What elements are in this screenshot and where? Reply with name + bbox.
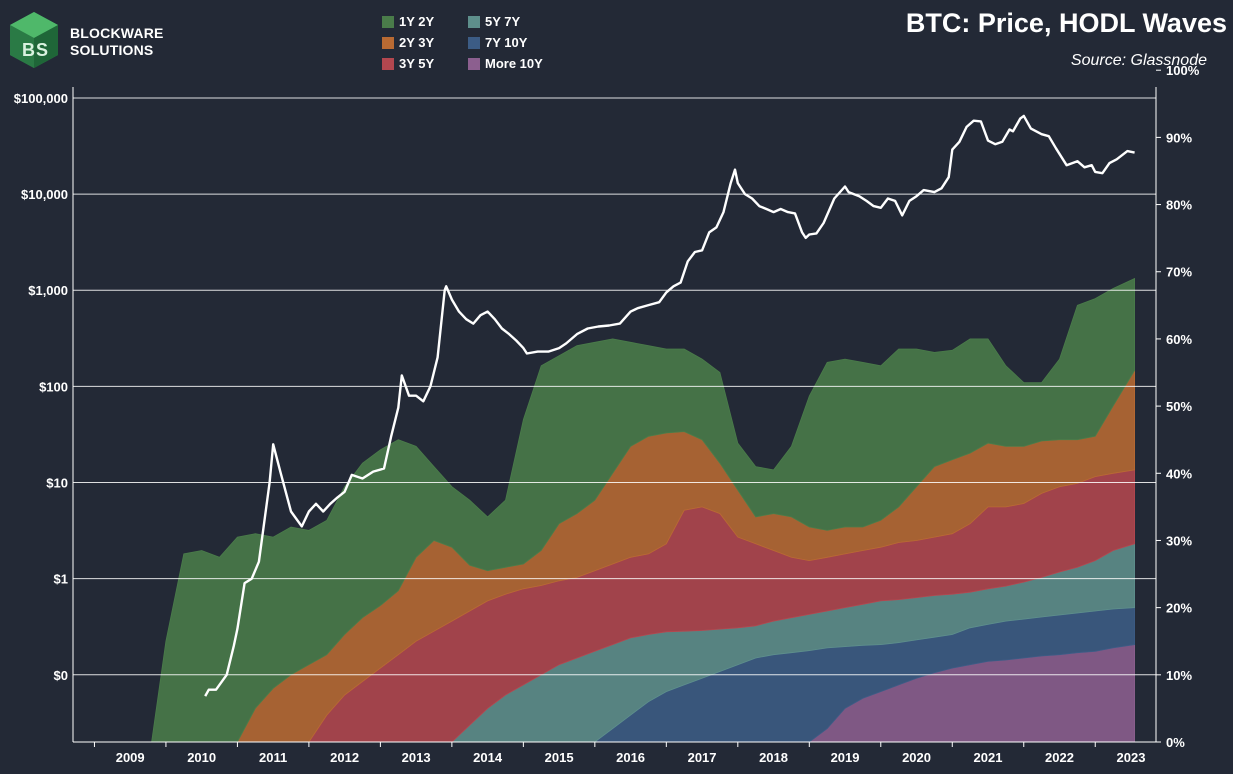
legend-label: 5Y 7Y bbox=[485, 14, 521, 29]
gridlines bbox=[73, 97, 1156, 676]
legend-item-7y-10y: 7Y 10Y bbox=[468, 35, 527, 50]
legend-swatch bbox=[382, 57, 394, 70]
y-right-tick-label: 10% bbox=[1166, 668, 1192, 683]
y-left-tick-label: $1 bbox=[54, 572, 68, 587]
x-tick-label: 2012 bbox=[330, 750, 359, 765]
x-tick-label: 2018 bbox=[759, 750, 788, 765]
y-right-tick-label: 30% bbox=[1166, 533, 1192, 548]
legend-item-5y-7y: 5Y 7Y bbox=[468, 14, 520, 29]
hodl-wave-areas bbox=[73, 277, 1135, 743]
y-right-tick-label: 40% bbox=[1166, 466, 1192, 481]
legend-label: 3Y 5Y bbox=[399, 56, 435, 71]
y-left-tick-label: $100 bbox=[39, 379, 68, 394]
legend-swatch bbox=[382, 15, 394, 28]
blockware-logo: B S BLOCKWARE SOLUTIONS bbox=[6, 10, 176, 74]
x-tick-label: 2023 bbox=[1117, 750, 1146, 765]
x-tick-label: 2014 bbox=[473, 750, 503, 765]
legend-label: 2Y 3Y bbox=[399, 35, 435, 50]
legend-label: 1Y 2Y bbox=[399, 14, 435, 29]
legend-item-more-10y: More 10Y bbox=[468, 56, 543, 71]
y-right-tick-label: 90% bbox=[1166, 130, 1192, 145]
x-tick-label: 2019 bbox=[831, 750, 860, 765]
legend-swatch bbox=[382, 36, 394, 49]
area-1y-2y bbox=[73, 277, 1135, 743]
x-tick-label: 2015 bbox=[545, 750, 574, 765]
axes: $100,000 $10,000 $1,000 $100 $10 $1 $0 100% 90% 8… bbox=[14, 63, 1200, 765]
svg-text:S: S bbox=[36, 40, 48, 60]
legend-item-1y-2y: 1Y 2Y bbox=[382, 14, 434, 29]
legend-label: 7Y 10Y bbox=[485, 35, 528, 50]
y-right-tick-label: 100% bbox=[1166, 63, 1200, 78]
btc-price-line bbox=[204, 114, 1135, 697]
y-right-tick-label: 50% bbox=[1166, 399, 1192, 414]
y-left-tick-label: $0 bbox=[54, 668, 68, 683]
y-right-tick-label: 70% bbox=[1166, 265, 1192, 280]
brand-line-2: SOLUTIONS bbox=[70, 42, 154, 58]
x-tick-label: 2021 bbox=[974, 750, 1003, 765]
x-tick-label: 2013 bbox=[402, 750, 431, 765]
y-left-tick-label: $1,000 bbox=[28, 283, 68, 298]
y-left-tick-label: $100,000 bbox=[14, 91, 68, 106]
x-tick-label: 2020 bbox=[902, 750, 931, 765]
x-tick-label: 2016 bbox=[616, 750, 645, 765]
x-tick-label: 2022 bbox=[1045, 750, 1074, 765]
y-left-tick-label: $10 bbox=[46, 476, 68, 491]
legend-item-2y-3y: 2Y 3Y bbox=[382, 35, 434, 50]
chart-subtitle: Source: Glassnode bbox=[1070, 52, 1207, 69]
y-left-tick-label: $10,000 bbox=[21, 187, 68, 202]
x-tick-label: 2011 bbox=[259, 750, 287, 765]
legend-swatch bbox=[468, 57, 480, 70]
x-tick-label: 2017 bbox=[688, 750, 717, 765]
chart-title: BTC: Price, HODL Waves bbox=[905, 8, 1227, 38]
blockware-cube-icon: B S bbox=[10, 12, 58, 68]
legend-label: More 10Y bbox=[485, 56, 543, 71]
y-right-tick-label: 20% bbox=[1166, 601, 1192, 616]
legend-swatch bbox=[468, 36, 480, 49]
y-right-tick-label: 60% bbox=[1166, 332, 1192, 347]
svg-text:B: B bbox=[22, 40, 35, 60]
legend-swatch bbox=[468, 15, 480, 28]
x-tick-label: 2010 bbox=[187, 750, 216, 765]
brand-line-1: BLOCKWARE bbox=[70, 25, 164, 41]
y-right-tick-label: 0% bbox=[1166, 735, 1185, 750]
y-right-tick-label: 80% bbox=[1166, 198, 1192, 213]
x-tick-label: 2009 bbox=[116, 750, 145, 765]
price-line-layer bbox=[204, 114, 1135, 697]
legend-item-3y-5y: 3Y 5Y bbox=[382, 56, 434, 71]
